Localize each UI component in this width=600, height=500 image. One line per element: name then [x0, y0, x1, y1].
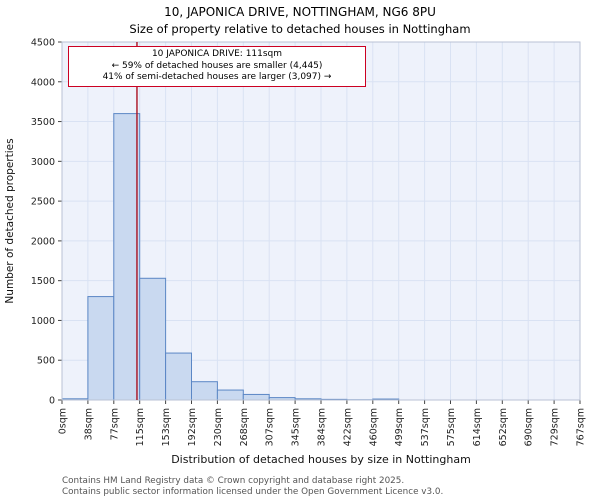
- x-tick-label: 537sqm: [420, 408, 431, 446]
- x-tick-label: 307sqm: [265, 408, 276, 446]
- y-tick-label: 1000: [31, 316, 55, 327]
- page-subtitle: Size of property relative to detached ho…: [129, 22, 471, 36]
- histogram-bar: [165, 352, 193, 401]
- y-tick-label: 500: [37, 356, 55, 367]
- histogram-bar: [113, 113, 141, 401]
- x-tick-label: 38sqm: [83, 408, 94, 440]
- y-tick-label: 4000: [31, 77, 55, 88]
- annotation-box: 10 JAPONICA DRIVE: 111sqm ← 59% of detac…: [68, 46, 366, 87]
- y-tick-label: 3500: [31, 117, 55, 128]
- y-tick-label: 2000: [31, 236, 55, 247]
- histogram-bar: [191, 381, 218, 401]
- x-tick-label: 652sqm: [498, 408, 509, 446]
- x-tick-label: 345sqm: [291, 408, 302, 446]
- x-tick-label: 77sqm: [109, 408, 120, 440]
- x-tick-label: 0sqm: [58, 408, 69, 434]
- x-tick-label: 192sqm: [187, 408, 198, 446]
- y-tick-label: 1500: [31, 276, 55, 287]
- y-tick-label: 2500: [31, 197, 55, 208]
- x-tick-label: 422sqm: [342, 408, 353, 446]
- annotation-line-1: 10 JAPONICA DRIVE: 111sqm: [151, 49, 283, 59]
- x-tick-label: 499sqm: [394, 408, 405, 446]
- y-axis-title: Number of detached properties: [4, 138, 16, 303]
- footer-line-2: Contains public sector information licen…: [62, 487, 444, 497]
- x-tick-label: 575sqm: [446, 408, 457, 446]
- x-tick-label: 384sqm: [317, 408, 328, 446]
- x-tick-label: 230sqm: [213, 408, 224, 446]
- histogram-bar: [242, 393, 270, 401]
- x-tick-label: 268sqm: [239, 408, 250, 446]
- x-axis-title: Distribution of detached houses by size …: [171, 453, 471, 466]
- y-tick-label: 4500: [31, 38, 55, 49]
- x-tick-label: 153sqm: [161, 408, 172, 446]
- x-tick-label: 690sqm: [524, 408, 535, 446]
- histogram-bar: [216, 389, 244, 401]
- y-tick-label: 3000: [31, 157, 55, 168]
- annotation-line-3: 41% of semi-detached houses are larger (…: [102, 72, 332, 82]
- x-tick-label: 729sqm: [550, 408, 561, 446]
- x-tick-label: 767sqm: [576, 408, 587, 446]
- y-tick-label: 0: [49, 396, 55, 407]
- footer-line-1: Contains HM Land Registry data © Crown c…: [62, 476, 405, 486]
- histogram-bar: [139, 277, 167, 401]
- histogram-bar: [87, 296, 115, 401]
- x-tick-label: 115sqm: [135, 408, 146, 446]
- plot-frame: [61, 41, 581, 401]
- x-tick-label: 614sqm: [472, 408, 483, 446]
- annotation-line-2: ← 59% of detached houses are smaller (4,…: [111, 60, 323, 71]
- x-tick-label: 460sqm: [368, 408, 379, 446]
- page-title: 10, JAPONICA DRIVE, NOTTINGHAM, NG6 8PU: [164, 5, 436, 19]
